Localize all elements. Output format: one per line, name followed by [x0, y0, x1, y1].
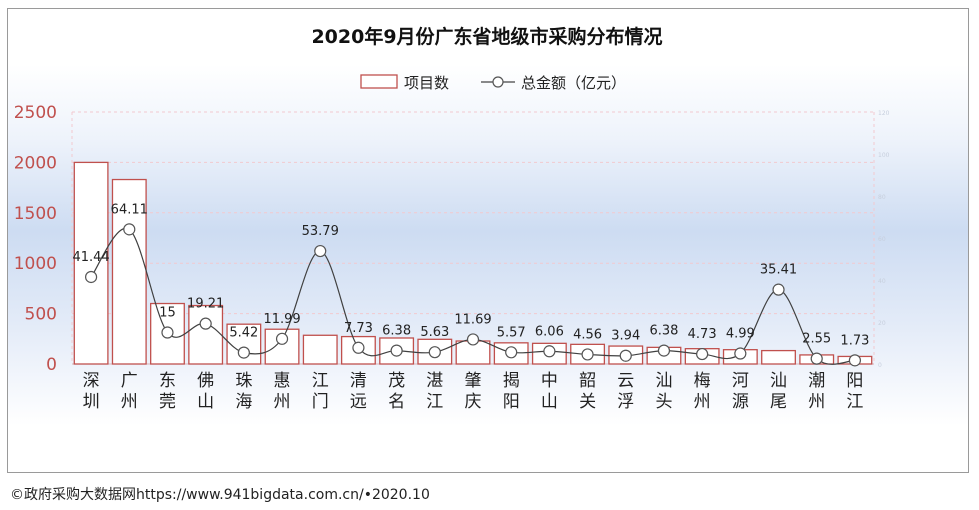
data-label-深圳: 41.44 [72, 250, 109, 265]
y2-tick-label: 60 [878, 236, 886, 243]
data-label-东莞: 15 [159, 306, 176, 321]
data-label-阳江: 1.73 [840, 333, 869, 348]
y-tick-label: 2500 [14, 103, 57, 123]
x-tick-label: 揭阳 [503, 371, 520, 412]
x-tick-label: 韶关 [579, 371, 596, 412]
data-label-珠海: 5.42 [229, 326, 258, 341]
x-tick-label: 梅州 [694, 371, 711, 412]
x-tick-label: 茂名 [388, 371, 405, 412]
data-label-中山: 6.06 [535, 324, 564, 339]
point-佛山 [199, 317, 212, 330]
chart-title: 2020年9月份广东省地级市采购分布情况 [311, 25, 662, 48]
data-label-潮州: 2.55 [802, 332, 831, 347]
y2-tick-label: 80 [878, 194, 886, 201]
secondary-y-axis: 0 20 40 60 80 100 120 [878, 110, 890, 369]
point-广州 [123, 223, 136, 236]
point-揭阳 [505, 346, 518, 359]
x-tick-label: 江门 [312, 371, 329, 412]
point-东莞 [161, 326, 174, 339]
y-tick-label: 2000 [14, 153, 57, 173]
data-label-肇庆: 11.69 [454, 312, 491, 327]
legend-label-projects: 项目数 [404, 74, 449, 92]
point-湛江 [428, 346, 441, 359]
line-series: 41.44 64.11 15 19.21 5.42 11.99 53.79 7.73 6.38 5… [72, 202, 869, 367]
point-深圳 [84, 270, 98, 284]
legend-label-amount: 总金额（亿元） [521, 74, 626, 92]
data-label-河源: 4.99 [726, 327, 755, 342]
bar-深圳 [73, 161, 109, 365]
point-茂名 [390, 344, 403, 357]
y-tick-label: 500 [25, 305, 57, 325]
x-axis: 深圳广州东莞佛山珠海惠州江门清远茂名湛江肇庆揭阳中山韶关云浮汕头梅州河源汕尾潮州… [83, 371, 864, 412]
x-tick-label: 东莞 [159, 371, 176, 412]
y-tick-label: 0 [46, 355, 57, 375]
footer-credit: ©政府采购大数据网https://www.941bigdata.com.cn/•… [10, 487, 430, 503]
x-tick-label: 珠海 [235, 371, 252, 412]
x-tick-label: 肇庆 [465, 371, 482, 412]
y-axis: 0 500 1000 1500 2000 2500 [14, 103, 57, 375]
legend-bar-swatch [360, 74, 398, 89]
bar-广州 [111, 178, 147, 365]
x-tick-label: 湛江 [426, 371, 443, 412]
bar-汕尾 [761, 349, 796, 365]
data-label-佛山: 19.21 [187, 297, 224, 312]
y2-tick-label: 0 [878, 362, 882, 369]
y2-tick-label: 40 [878, 278, 886, 285]
x-tick-label: 河源 [732, 371, 749, 412]
data-label-梅州: 4.73 [688, 327, 717, 342]
point-韶关 [581, 348, 594, 361]
point-云浮 [619, 349, 632, 362]
x-tick-label: 汕尾 [770, 371, 787, 412]
x-tick-label: 清远 [350, 371, 367, 412]
y-tick-label: 1000 [14, 254, 57, 274]
x-tick-label: 阳江 [846, 371, 863, 412]
data-label-惠州: 11.99 [263, 312, 300, 327]
point-梅州 [696, 347, 709, 361]
point-汕头 [657, 344, 671, 357]
bar-江门 [302, 334, 338, 365]
data-label-广州: 64.11 [111, 202, 148, 217]
y-tick-label: 1500 [14, 204, 57, 224]
point-江门 [314, 244, 327, 258]
data-label-云浮: 3.94 [611, 329, 640, 344]
data-label-湛江: 5.63 [420, 325, 449, 340]
y2-tick-label: 120 [878, 110, 890, 117]
legend-marker [492, 76, 504, 88]
point-珠海 [237, 346, 250, 359]
point-中山 [543, 345, 556, 358]
x-tick-label: 汕头 [655, 371, 672, 412]
data-label-江门: 53.79 [302, 224, 339, 239]
x-tick-label: 惠州 [274, 371, 291, 412]
x-tick-label: 佛山 [197, 371, 214, 412]
bar-佛山 [188, 304, 224, 365]
x-tick-label: 云浮 [617, 371, 634, 412]
bar-series [73, 161, 873, 365]
x-tick-label: 中山 [541, 371, 558, 412]
data-label-清远: 7.73 [344, 321, 373, 336]
point-清远 [352, 341, 365, 354]
point-惠州 [275, 332, 289, 345]
y2-tick-label: 100 [878, 152, 890, 159]
y2-tick-label: 20 [878, 320, 886, 327]
point-河源 [734, 347, 747, 360]
x-tick-label: 深圳 [83, 371, 100, 412]
point-阳江 [848, 354, 862, 367]
point-肇庆 [466, 333, 480, 346]
data-label-汕尾: 35.41 [760, 263, 797, 278]
point-潮州 [810, 352, 823, 365]
data-label-揭阳: 5.57 [497, 325, 526, 340]
data-label-韶关: 4.56 [573, 327, 602, 342]
legend: 项目数 总金额（亿元） [360, 74, 626, 92]
data-label-汕头: 6.38 [649, 324, 678, 339]
point-汕尾 [772, 283, 785, 296]
x-tick-label: 潮州 [808, 371, 825, 412]
data-label-茂名: 6.38 [382, 324, 411, 339]
chart-frame [7, 8, 969, 473]
x-tick-label: 广州 [121, 371, 138, 412]
